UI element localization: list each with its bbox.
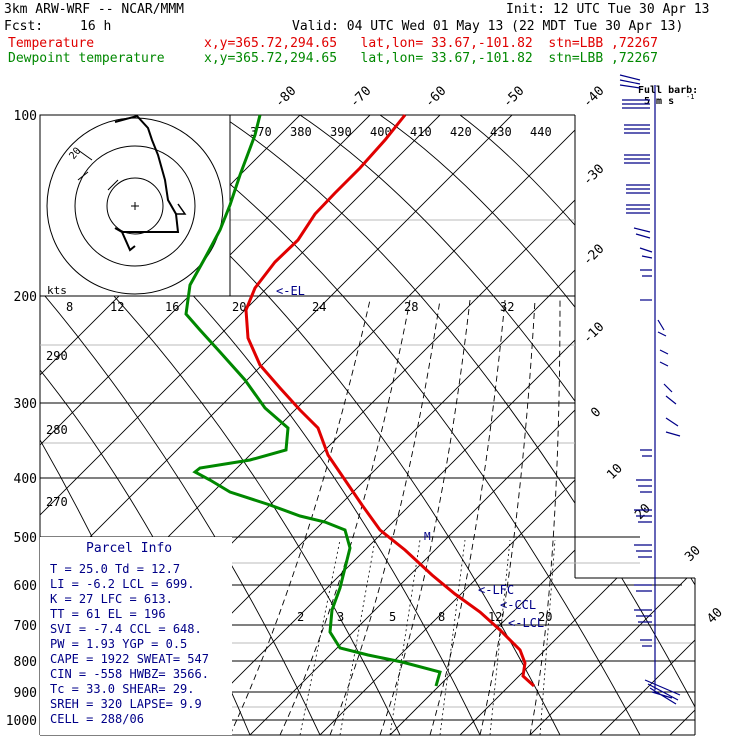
- parcel-mark: M: [424, 530, 431, 543]
- pressure-label-500: 500: [14, 531, 37, 546]
- speed-label-12: 12: [110, 300, 124, 314]
- dewpoint-location: x,y=365.72,294.65 lat,lon= 33.67,-101.82…: [204, 51, 658, 66]
- parcel-row: Tc = 33.0 SHEAR= 29.: [50, 682, 195, 696]
- mixing-label-5: 5: [389, 610, 396, 624]
- init-time: Init: 12 UTC Tue 30 Apr 13: [506, 2, 710, 17]
- speed-label-8: 8: [66, 300, 73, 314]
- pressure-label-900: 900: [14, 686, 37, 701]
- forecast-label: Fcst:: [4, 19, 44, 34]
- temp-label-30: 30: [682, 543, 704, 565]
- theta-left-290: 290: [46, 349, 68, 363]
- lcl-annotation: <-LCL: [508, 616, 544, 630]
- parcel-row: CIN = -558 HWBZ= 3566.: [50, 667, 209, 681]
- pressure-label-700: 700: [14, 619, 37, 634]
- temp-label-minus60: -60: [422, 84, 449, 111]
- temperature-profile: [244, 114, 536, 688]
- mixing-label-3: 3: [337, 610, 344, 624]
- parcel-info-title: Parcel Info: [86, 541, 172, 556]
- speed-label-32: 32: [500, 300, 514, 314]
- barb-key: Full barb: 5 m s -1: [638, 85, 698, 107]
- dewpoint-legend: Dewpoint temperature: [8, 51, 165, 66]
- wind-barbs: [619, 74, 681, 705]
- pressure-label-800: 800: [14, 655, 37, 670]
- barb-key-value: 5 m s: [644, 96, 674, 107]
- parcel-row: PW = 1.93 YGP = 0.5: [50, 637, 187, 651]
- temp-label-0: 0: [588, 405, 604, 421]
- parcel-row: CAPE = 1922 SWEAT= 547: [50, 652, 209, 666]
- temperature-labels: -80 -70 -60 -50 -40 -30 -20 -10 0 10 20 …: [272, 84, 726, 627]
- el-annotation: <-EL: [276, 284, 305, 298]
- temp-label-40: 40: [704, 605, 726, 627]
- temp-label-10: 10: [604, 461, 626, 483]
- lfc-annotation: <-LFC: [478, 583, 514, 597]
- pressure-label-100: 100: [14, 109, 37, 124]
- model-title: 3km ARW-WRF -- NCAR/MMM: [4, 2, 185, 17]
- theta-left-270: 270: [46, 495, 68, 509]
- pressure-label-600: 600: [14, 579, 37, 594]
- mixing-ratio-labels: 2 3 5 8 12 20: [297, 610, 552, 624]
- level-annotations: <-EL <-LFC <-CCL <-LCL M: [276, 284, 544, 630]
- temp-label-minus10: -10: [580, 320, 607, 347]
- speed-label-16: 16: [165, 300, 179, 314]
- temp-label-minus50: -50: [500, 84, 527, 111]
- temp-label-20-right: 20: [632, 501, 654, 523]
- speed-label-24: 24: [312, 300, 326, 314]
- temp-label-minus30: -30: [580, 162, 607, 189]
- theta-label-440: 440: [530, 125, 552, 139]
- temp-label-minus20: -20: [580, 242, 607, 269]
- hodograph: 20 kts: [39, 114, 231, 297]
- theta-labels: 370 380 390 400 410 420 430 440: [250, 125, 552, 139]
- wind-speed-labels: 8 12 16 20 24 28 32: [66, 300, 514, 314]
- speed-label-20: 20: [232, 300, 246, 314]
- mixing-ratio-lines: [299, 539, 556, 735]
- valid-time: Valid: 04 UTC Wed 01 May 13 (22 MDT Tue …: [292, 19, 684, 34]
- theta-left-labels: 290 280 270: [46, 349, 68, 509]
- theta-label-430: 430: [490, 125, 512, 139]
- forecast-hour: 16 h: [80, 19, 112, 34]
- temp-label-minus70: -70: [347, 84, 374, 111]
- barb-key-title: Full barb:: [638, 85, 698, 96]
- svg-text:-1: -1: [686, 93, 694, 101]
- parcel-info-panel: Parcel Info T = 25.0 Td = 12.7 LI = -6.2…: [40, 537, 232, 735]
- pressure-label-200: 200: [14, 290, 37, 305]
- pressure-label-400: 400: [14, 472, 37, 487]
- temperature-legend: Temperature: [8, 36, 95, 51]
- theta-label-380: 380: [290, 125, 312, 139]
- parcel-row: K = 27 LFC = 613.: [50, 592, 173, 606]
- mixing-label-20: 20: [538, 610, 552, 624]
- temp-label-minus40: -40: [580, 84, 607, 111]
- mixing-label-8: 8: [438, 610, 445, 624]
- parcel-row: TT = 61 EL = 196: [50, 607, 166, 621]
- theta-left-280: 280: [46, 423, 68, 437]
- pressure-label-1000: 1000: [6, 714, 37, 729]
- parcel-row: SVI = -7.4 CCL = 648.: [50, 622, 202, 636]
- parcel-row: CELL = 288/06: [50, 712, 144, 726]
- temp-label-minus80: -80: [272, 84, 299, 111]
- mixing-label-2: 2: [297, 610, 304, 624]
- hodograph-units: kts: [47, 284, 67, 297]
- theta-label-410: 410: [410, 125, 432, 139]
- pressure-label-300: 300: [14, 397, 37, 412]
- pressure-labels: 100 200 300 400 500 600 700 800 900 1000: [6, 109, 37, 729]
- dewpoint-profile: [184, 114, 442, 687]
- ccl-annotation: <-CCL: [500, 598, 536, 612]
- parcel-row: T = 25.0 Td = 12.7: [50, 562, 180, 576]
- theta-label-420: 420: [450, 125, 472, 139]
- speed-label-28: 28: [404, 300, 418, 314]
- parcel-row: LI = -6.2 LCL = 699.: [50, 577, 195, 591]
- theta-label-400: 400: [370, 125, 392, 139]
- theta-label-390: 390: [330, 125, 352, 139]
- parcel-row: SREH = 320 LAPSE= 9.9: [50, 697, 202, 711]
- temperature-location: x,y=365.72,294.65 lat,lon= 33.67,-101.82…: [204, 36, 658, 51]
